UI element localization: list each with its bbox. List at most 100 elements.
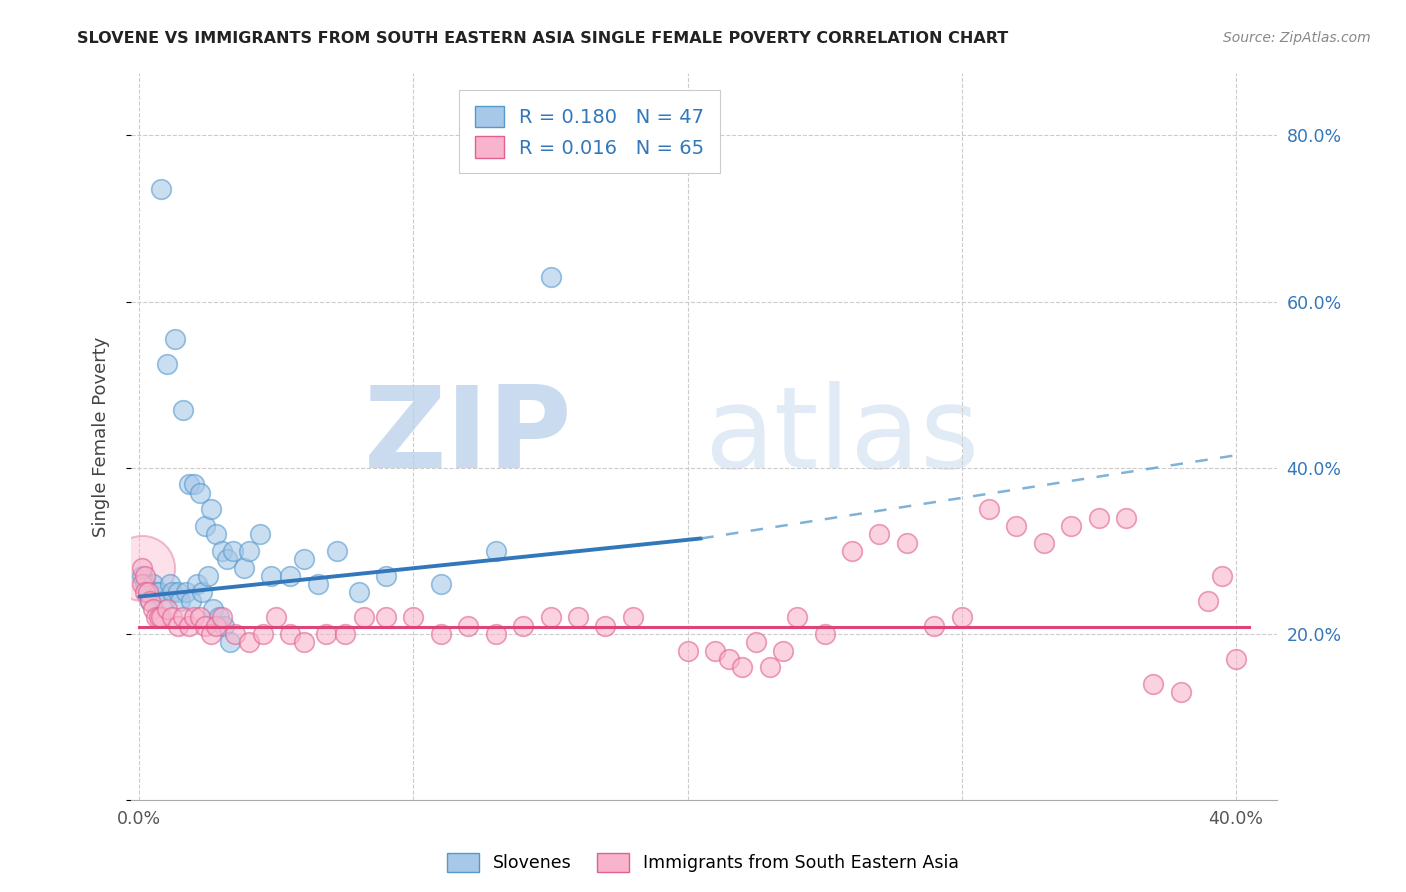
Slovenes <box>166 585 188 599</box>
Immigrants from South Eastern Asia <box>485 627 508 641</box>
Slovenes <box>188 485 211 500</box>
Immigrants from South Eastern Asia <box>540 610 562 624</box>
Immigrants from South Eastern Asia <box>162 610 184 624</box>
Immigrants from South Eastern Asia <box>172 610 194 624</box>
Immigrants from South Eastern Asia <box>211 610 233 624</box>
Text: atlas: atlas <box>704 381 979 492</box>
Y-axis label: Single Female Poverty: Single Female Poverty <box>93 336 110 537</box>
Immigrants from South Eastern Asia <box>333 627 356 641</box>
Slovenes <box>238 544 260 558</box>
Slovenes <box>430 577 453 591</box>
Immigrants from South Eastern Asia <box>512 618 534 632</box>
Slovenes <box>180 593 202 607</box>
Slovenes <box>197 569 219 583</box>
Slovenes <box>347 585 370 599</box>
Immigrants from South Eastern Asia <box>1060 519 1083 533</box>
Slovenes <box>169 593 191 607</box>
Slovenes <box>162 585 184 599</box>
Slovenes <box>148 585 170 599</box>
Immigrants from South Eastern Asia <box>1115 510 1137 524</box>
Slovenes <box>163 332 186 346</box>
Slovenes <box>159 577 181 591</box>
Slovenes <box>232 560 254 574</box>
Immigrants from South Eastern Asia <box>166 618 188 632</box>
Immigrants from South Eastern Asia <box>188 610 211 624</box>
Slovenes <box>325 544 347 558</box>
Immigrants from South Eastern Asia <box>278 627 301 641</box>
Slovenes <box>145 585 167 599</box>
Immigrants from South Eastern Asia <box>131 560 153 574</box>
Immigrants from South Eastern Asia <box>145 610 167 624</box>
Immigrants from South Eastern Asia <box>266 610 288 624</box>
Immigrants from South Eastern Asia <box>595 618 617 632</box>
Text: Source: ZipAtlas.com: Source: ZipAtlas.com <box>1223 31 1371 45</box>
Immigrants from South Eastern Asia <box>1005 519 1028 533</box>
Slovenes <box>208 610 231 624</box>
Immigrants from South Eastern Asia <box>922 618 945 632</box>
Immigrants from South Eastern Asia <box>717 652 740 666</box>
Slovenes <box>142 577 165 591</box>
Immigrants from South Eastern Asia <box>977 502 1000 516</box>
Immigrants from South Eastern Asia <box>1087 510 1109 524</box>
Immigrants from South Eastern Asia <box>786 610 808 624</box>
Text: ZIP: ZIP <box>364 381 572 492</box>
Immigrants from South Eastern Asia <box>402 610 425 624</box>
Immigrants from South Eastern Asia <box>1211 569 1233 583</box>
Immigrants from South Eastern Asia <box>183 610 205 624</box>
Slovenes <box>221 544 243 558</box>
Immigrants from South Eastern Asia <box>1225 652 1247 666</box>
Immigrants from South Eastern Asia <box>1170 685 1192 699</box>
Immigrants from South Eastern Asia <box>375 610 398 624</box>
Immigrants from South Eastern Asia <box>177 618 200 632</box>
Slovenes <box>202 602 225 616</box>
Immigrants from South Eastern Asia <box>676 643 699 657</box>
Immigrants from South Eastern Asia <box>315 627 337 641</box>
Immigrants from South Eastern Asia <box>205 618 228 632</box>
Immigrants from South Eastern Asia <box>772 643 794 657</box>
Immigrants from South Eastern Asia <box>292 635 315 649</box>
Immigrants from South Eastern Asia <box>194 618 217 632</box>
Immigrants from South Eastern Asia <box>353 610 375 624</box>
Immigrants from South Eastern Asia <box>142 602 165 616</box>
Immigrants from South Eastern Asia <box>1142 677 1164 691</box>
Slovenes <box>134 577 156 591</box>
Slovenes <box>205 527 228 541</box>
Slovenes <box>136 585 159 599</box>
Slovenes <box>260 569 283 583</box>
Slovenes <box>186 577 208 591</box>
Slovenes <box>139 593 162 607</box>
Slovenes <box>156 357 179 371</box>
Immigrants from South Eastern Asia <box>134 569 156 583</box>
Immigrants from South Eastern Asia <box>731 660 754 674</box>
Immigrants from South Eastern Asia <box>148 610 170 624</box>
Legend: Slovenes, Immigrants from South Eastern Asia: Slovenes, Immigrants from South Eastern … <box>440 846 966 879</box>
Immigrants from South Eastern Asia <box>131 577 153 591</box>
Immigrants from South Eastern Asia <box>134 585 156 599</box>
Immigrants from South Eastern Asia <box>430 627 453 641</box>
Slovenes <box>150 182 173 196</box>
Slovenes <box>292 552 315 566</box>
Immigrants from South Eastern Asia <box>156 602 179 616</box>
Slovenes <box>174 585 197 599</box>
Slovenes <box>375 569 398 583</box>
Slovenes <box>307 577 329 591</box>
Immigrants from South Eastern Asia <box>841 544 863 558</box>
Immigrants from South Eastern Asia <box>704 643 727 657</box>
Slovenes <box>183 477 205 491</box>
Slovenes <box>278 569 301 583</box>
Slovenes <box>153 593 176 607</box>
Slovenes <box>540 269 562 284</box>
Immigrants from South Eastern Asia <box>252 627 274 641</box>
Immigrants from South Eastern Asia <box>758 660 780 674</box>
Immigrants from South Eastern Asia <box>150 610 173 624</box>
Point <box>131 560 153 574</box>
Text: SLOVENE VS IMMIGRANTS FROM SOUTH EASTERN ASIA SINGLE FEMALE POVERTY CORRELATION : SLOVENE VS IMMIGRANTS FROM SOUTH EASTERN… <box>77 31 1008 46</box>
Immigrants from South Eastern Asia <box>621 610 644 624</box>
Slovenes <box>485 544 508 558</box>
Slovenes <box>217 552 239 566</box>
Immigrants from South Eastern Asia <box>813 627 835 641</box>
Legend: R = 0.180   N = 47, R = 0.016   N = 65: R = 0.180 N = 47, R = 0.016 N = 65 <box>458 90 720 173</box>
Immigrants from South Eastern Asia <box>139 593 162 607</box>
Slovenes <box>177 477 200 491</box>
Immigrants from South Eastern Asia <box>136 585 159 599</box>
